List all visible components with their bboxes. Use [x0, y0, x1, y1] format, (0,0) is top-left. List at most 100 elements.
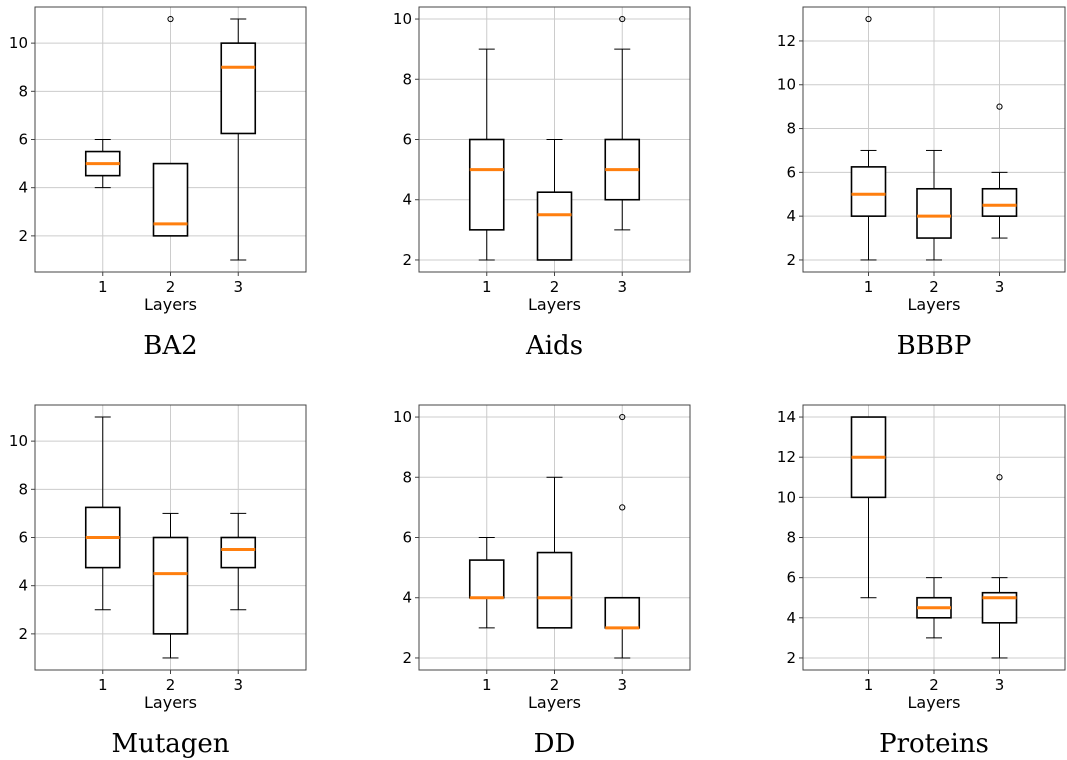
x-tick-label: 1 — [482, 278, 492, 296]
box-iqr — [604, 596, 641, 629]
y-tick-label: 4 — [18, 577, 28, 595]
y-tick-label: 10 — [777, 488, 796, 506]
x-tick-label: 1 — [482, 676, 492, 694]
y-tick-label: 10 — [9, 432, 28, 450]
y-tick-label: 6 — [786, 569, 796, 587]
box-series-3 — [981, 103, 1018, 239]
y-tick-label: 8 — [786, 529, 796, 547]
box-iqr — [981, 187, 1018, 217]
box-series-2 — [536, 476, 573, 629]
panel-caption: Aids — [525, 331, 583, 361]
panel-caption: Proteins — [879, 729, 989, 759]
x-tick-label: 2 — [929, 278, 939, 296]
panel-caption: DD — [534, 729, 576, 759]
y-tick-label: 8 — [402, 70, 412, 88]
box-iqr — [220, 536, 257, 569]
outlier-point — [619, 15, 626, 23]
box-iqr — [468, 138, 505, 231]
x-tick-label: 1 — [864, 278, 874, 296]
box-series-3 — [981, 474, 1018, 659]
y-tick-label: 2 — [402, 251, 412, 269]
x-tick-label: 3 — [617, 278, 627, 296]
y-tick-label: 6 — [786, 163, 796, 181]
box-iqr — [152, 536, 189, 635]
y-tick-label: 2 — [18, 625, 28, 643]
outlier-point — [619, 413, 626, 421]
box-series-1 — [468, 48, 505, 261]
box-series-2 — [152, 512, 189, 659]
panel-caption: BA2 — [143, 331, 197, 361]
panel-caption: Mutagen — [111, 729, 229, 759]
x-tick-label: 3 — [995, 278, 1005, 296]
x-tick-label: 2 — [550, 278, 560, 296]
outlier-point — [996, 474, 1003, 481]
y-tick-label: 8 — [18, 82, 28, 100]
box-series-3 — [220, 512, 257, 611]
y-tick-label: 10 — [777, 76, 796, 94]
y-tick-label: 6 — [402, 529, 412, 547]
box-iqr — [850, 166, 887, 217]
box-series-3 — [220, 18, 257, 261]
x-tick-label: 3 — [233, 676, 243, 694]
y-tick-label: 8 — [18, 480, 28, 498]
y-tick-label: 6 — [18, 131, 28, 149]
x-tick-label: 3 — [233, 278, 243, 296]
y-tick-label: 10 — [9, 34, 28, 52]
y-tick-label: 4 — [18, 179, 28, 197]
box-series-2 — [152, 15, 189, 237]
box-series-1 — [84, 416, 121, 611]
x-tick-label: 3 — [995, 676, 1005, 694]
box-series-3 — [604, 413, 641, 659]
box-iqr — [916, 187, 952, 239]
x-tick-label: 2 — [166, 278, 176, 296]
x-axis-label: Layers — [144, 295, 197, 314]
y-tick-label: 10 — [393, 408, 412, 426]
box-series-3 — [604, 15, 641, 231]
y-tick-label: 8 — [786, 120, 796, 138]
x-axis-label: Layers — [528, 693, 581, 712]
x-axis-label: Layers — [908, 693, 961, 712]
outlier-point — [167, 15, 174, 23]
y-tick-label: 6 — [18, 529, 28, 547]
box-series-2 — [916, 577, 952, 639]
x-tick-label: 2 — [166, 676, 176, 694]
panel-caption: BBBP — [897, 331, 972, 361]
y-tick-label: 12 — [777, 32, 796, 50]
box-series-2 — [536, 139, 573, 261]
box-iqr — [536, 551, 573, 629]
box-iqr — [220, 42, 257, 135]
box-series-1 — [850, 15, 887, 261]
y-tick-label: 2 — [786, 251, 796, 269]
x-axis-label: Layers — [144, 693, 197, 712]
y-tick-label: 2 — [18, 227, 28, 245]
box-iqr — [536, 191, 573, 261]
box-series-1 — [850, 416, 887, 599]
y-tick-label: 6 — [402, 131, 412, 149]
box-series-1 — [468, 537, 505, 629]
y-tick-label: 4 — [786, 207, 796, 225]
box-iqr — [468, 559, 505, 599]
x-axis-label: Layers — [528, 295, 581, 314]
y-tick-label: 8 — [402, 468, 412, 486]
y-tick-label: 10 — [393, 10, 412, 28]
x-axis-label: Layers — [908, 295, 961, 314]
x-tick-label: 1 — [864, 676, 874, 694]
x-tick-label: 1 — [98, 676, 108, 694]
x-tick-label: 3 — [617, 676, 627, 694]
box-series-2 — [916, 149, 952, 261]
y-tick-label: 2 — [402, 649, 412, 667]
y-tick-label: 4 — [402, 191, 412, 209]
box-series-1 — [84, 139, 121, 189]
outlier-point — [619, 504, 626, 511]
y-tick-label: 14 — [777, 408, 796, 426]
y-tick-label: 4 — [402, 589, 412, 607]
x-tick-label: 2 — [929, 676, 939, 694]
outlier-point — [865, 15, 872, 23]
